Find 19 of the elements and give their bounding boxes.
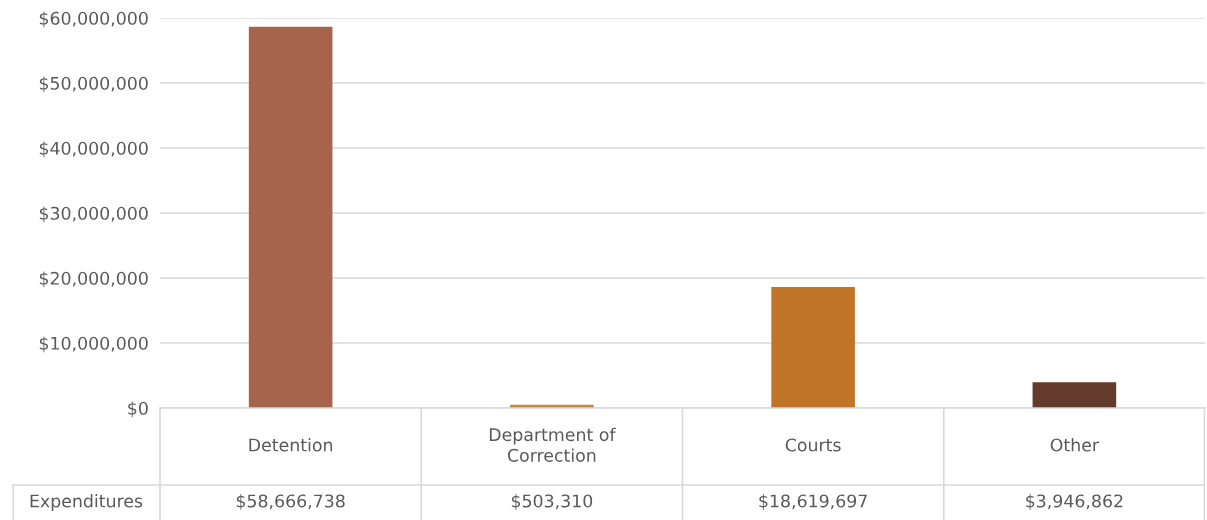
bar (1032, 382, 1117, 408)
y-tick-label: $40,000,000 (39, 141, 148, 158)
x-tick-label: Other (1050, 438, 1100, 452)
x-tick-label: Courts (785, 438, 841, 452)
bar (248, 26, 333, 408)
data-label: $58,666,738 (236, 494, 345, 510)
x-tick-label: Department of Correction (489, 427, 616, 462)
y-tick-label: $0 (128, 401, 148, 418)
bar (771, 286, 855, 408)
y-tick-label: $30,000,000 (39, 206, 148, 223)
data-label: $18,619,697 (759, 494, 867, 510)
data-label: $3,946,862 (1026, 494, 1123, 510)
x-tick-label: Detention (249, 438, 333, 452)
text: Expenditures (30, 494, 143, 511)
data-label: $503,310 (511, 494, 593, 510)
y-tick-label: $60,000,000 (39, 11, 148, 28)
y-tick-label: $20,000,000 (39, 271, 148, 288)
y-tick-label: $10,000,000 (39, 336, 148, 353)
y-tick-label: $50,000,000 (39, 76, 148, 93)
